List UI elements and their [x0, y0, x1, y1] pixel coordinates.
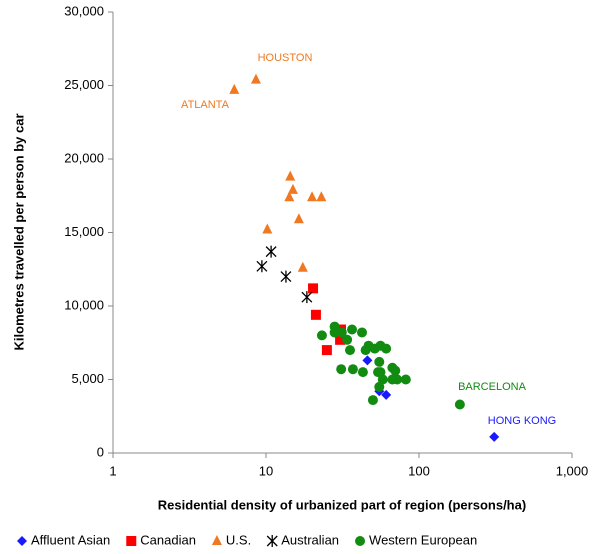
- y-tick-label: 5,000: [71, 371, 104, 386]
- x-tick-label: 1,000: [556, 463, 589, 478]
- legend-label: Australian: [281, 532, 339, 547]
- point: [329, 327, 340, 338]
- point: [489, 431, 500, 442]
- point: [301, 291, 313, 304]
- point: [284, 191, 295, 202]
- legend-marker: [355, 536, 366, 546]
- point: [310, 309, 321, 320]
- annotation: HONG KONG: [488, 415, 556, 427]
- annotation: HOUSTON: [258, 52, 313, 64]
- x-axis-title: Residential density of urbanized part of…: [158, 497, 526, 512]
- point: [321, 345, 332, 356]
- point: [347, 324, 358, 335]
- annotation: BARCELONA: [458, 381, 527, 393]
- y-tick-label: 25,000: [64, 77, 104, 92]
- y-tick-label: 15,000: [64, 224, 104, 239]
- point: [297, 261, 308, 272]
- point: [454, 399, 465, 410]
- point: [280, 270, 292, 283]
- point: [287, 183, 298, 194]
- point: [316, 191, 327, 202]
- point: [357, 367, 368, 378]
- point: [265, 245, 277, 258]
- point: [360, 345, 371, 356]
- point: [285, 170, 296, 181]
- point: [381, 389, 392, 400]
- point: [262, 223, 273, 234]
- legend-marker: [266, 535, 278, 547]
- point: [367, 395, 378, 406]
- point: [229, 83, 240, 94]
- y-tick-label: 20,000: [64, 150, 104, 165]
- annotation: ATLANTA: [181, 99, 230, 111]
- x-tick-label: 1: [109, 463, 116, 478]
- x-tick-label: 100: [408, 463, 430, 478]
- point: [374, 356, 385, 367]
- legend-label: Canadian: [140, 532, 196, 547]
- y-tick-label: 0: [97, 444, 104, 459]
- point: [342, 334, 353, 345]
- point: [307, 191, 318, 202]
- point: [336, 327, 347, 338]
- point: [308, 283, 319, 294]
- point: [256, 260, 268, 273]
- point: [356, 327, 367, 338]
- legend-marker: [126, 536, 137, 546]
- y-tick-label: 30,000: [64, 3, 104, 18]
- point: [335, 334, 346, 345]
- point: [392, 374, 403, 385]
- legend-label: Western European: [369, 532, 477, 547]
- point: [316, 330, 327, 341]
- point: [374, 381, 385, 392]
- point: [400, 374, 411, 385]
- point: [250, 73, 261, 84]
- point: [362, 355, 373, 366]
- point: [381, 343, 392, 354]
- x-tick-label: 10: [259, 463, 273, 478]
- legend-marker: [17, 536, 27, 546]
- legend-label: Affluent Asian: [31, 532, 110, 547]
- legend-label: U.S.: [226, 532, 251, 547]
- point: [390, 365, 401, 376]
- point: [347, 364, 358, 375]
- point: [344, 345, 355, 356]
- y-tick-label: 10,000: [64, 297, 104, 312]
- y-axis-title: Kilometres travelled per person by car: [11, 114, 26, 351]
- point: [336, 364, 347, 375]
- point: [293, 213, 304, 224]
- legend-marker: [211, 535, 222, 545]
